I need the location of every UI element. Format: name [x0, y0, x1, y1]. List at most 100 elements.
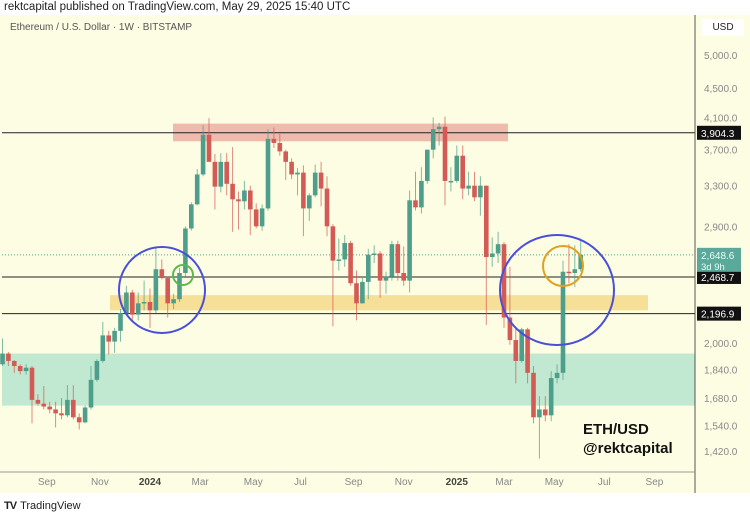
candle-body: [554, 372, 560, 379]
candle-body: [389, 244, 395, 277]
price-tick-label: 4,500.0: [704, 84, 738, 95]
candle: [419, 167, 424, 214]
candle: [478, 176, 483, 216]
candle: [53, 401, 58, 428]
candle-body: [82, 407, 88, 423]
candle: [513, 327, 519, 384]
candle: [29, 365, 35, 424]
candle: [47, 401, 52, 414]
candle-body: [501, 244, 507, 318]
candle: [183, 226, 188, 277]
candle-body: [307, 195, 312, 209]
candle-body: [23, 367, 29, 372]
candle: [194, 168, 200, 206]
level-price-badge: [697, 269, 741, 284]
candle-body: [401, 272, 406, 281]
candle: [224, 153, 229, 196]
candle: [389, 240, 395, 281]
candle-body: [324, 188, 330, 227]
candle-body: [537, 409, 542, 418]
annotation-circle-blue: [118, 246, 206, 334]
candle-body: [59, 413, 64, 416]
price-tick-label: 4,100.0: [704, 113, 738, 124]
candle: [236, 191, 241, 230]
candle-body: [218, 161, 224, 187]
candle: [366, 248, 371, 300]
candle: [548, 371, 554, 422]
candle-body: [106, 335, 111, 342]
candle: [71, 385, 76, 420]
candle-body: [124, 292, 129, 314]
candle: [312, 164, 318, 198]
candle-body: [53, 409, 58, 414]
candle: [395, 240, 401, 281]
candle-body: [230, 183, 235, 200]
candle-body: [377, 253, 383, 281]
candle-body: [277, 142, 283, 152]
candle: [112, 327, 117, 353]
candle: [0, 338, 5, 366]
candle: [289, 158, 294, 180]
candle: [206, 118, 212, 162]
candle-body: [348, 243, 353, 284]
time-tick-label: Mar: [192, 477, 210, 488]
candle-body: [242, 190, 247, 202]
candle-body: [17, 365, 23, 372]
candle-body: [41, 403, 47, 407]
symbol-title: Ethereum / U.S. Dollar · 1W · BITSTAMP: [10, 22, 193, 33]
watermark-author: @rektcapital: [583, 440, 673, 457]
price-tick-label: 5,000.0: [704, 51, 738, 62]
candle: [531, 365, 536, 424]
candle-body: [259, 208, 265, 227]
footer-brand: TradingView: [20, 500, 81, 512]
candle: [135, 292, 141, 321]
candle: [371, 245, 377, 264]
candle: [377, 251, 383, 298]
candle: [141, 280, 147, 311]
candle-body: [6, 353, 11, 361]
candle-body: [425, 149, 430, 181]
candle: [165, 276, 170, 318]
candle-body: [330, 226, 336, 261]
footer[interactable]: TV TradingView: [4, 500, 81, 512]
candle: [124, 285, 129, 315]
candle: [383, 271, 389, 294]
candle: [442, 116, 448, 206]
candle-body: [543, 409, 548, 416]
candle-body: [419, 180, 424, 208]
last-price-label: 2,648.6: [701, 251, 735, 262]
price-tick-label: 3,700.0: [704, 146, 738, 157]
candle: [106, 330, 111, 355]
candle: [218, 153, 224, 193]
candle: [41, 386, 47, 410]
candle: [76, 413, 82, 430]
currency-label[interactable]: USD: [702, 19, 744, 36]
candle: [507, 266, 513, 345]
candle-body: [525, 329, 530, 373]
candle: [253, 203, 259, 229]
candle-body: [200, 134, 206, 175]
candle: [35, 394, 41, 406]
time-tick-label: May: [545, 477, 564, 488]
candle: [283, 149, 288, 181]
candle: [566, 244, 572, 284]
price-tick-label: 2,900.0: [704, 222, 738, 233]
candle-body: [212, 161, 218, 187]
candle: [307, 193, 312, 221]
candle: [407, 190, 412, 293]
candle: [212, 153, 218, 210]
candle-body: [578, 254, 583, 270]
candle: [454, 145, 460, 183]
candle: [23, 364, 29, 375]
candle-body: [507, 317, 513, 341]
candle: [100, 321, 106, 363]
candle-body: [407, 200, 412, 281]
candle: [448, 167, 454, 192]
candle-body: [383, 276, 389, 281]
level-price-label: 2,468.7: [701, 273, 735, 284]
candle-body: [472, 185, 477, 198]
time-tick-label: Jul: [598, 477, 611, 488]
candle-body: [71, 399, 76, 418]
time-tick-label: Sep: [646, 477, 664, 488]
